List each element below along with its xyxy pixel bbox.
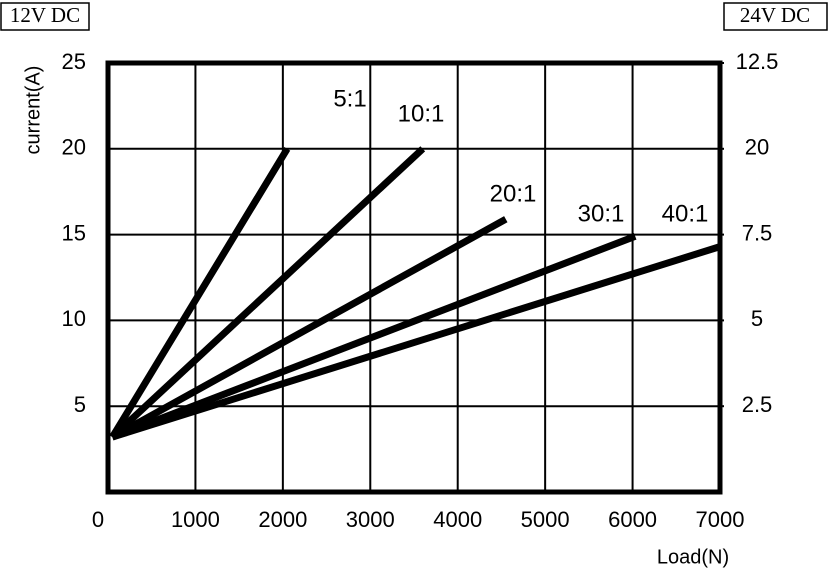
x-tick-label: 6000: [608, 507, 657, 532]
right-tag: 24V DC: [740, 3, 810, 27]
y2-tick-label: 20: [745, 135, 769, 160]
series-label: 10:1: [398, 100, 445, 127]
y2-tick-label: 2.5: [742, 392, 773, 417]
left-tag: 12V DC: [10, 3, 80, 27]
x-tick-label: 4000: [433, 507, 482, 532]
y2-tick-label: 7.5: [742, 220, 773, 245]
x-tick-label: 1000: [171, 507, 220, 532]
series-label: 40:1: [662, 200, 709, 227]
y-tick-label: 25: [62, 49, 86, 74]
tag-box: [0, 2, 90, 31]
x-tick-label: 0: [92, 507, 104, 532]
y-tick-label: 20: [62, 135, 86, 160]
y2-tick-label: 5: [751, 306, 763, 331]
y-tick-label: 10: [62, 306, 86, 331]
series-line: [111, 233, 637, 441]
x-tick-label: 7000: [696, 507, 745, 532]
x-tick-label: 5000: [521, 507, 570, 532]
series-label: 5:1: [333, 85, 366, 112]
y-tick-label: 5: [74, 392, 86, 417]
x-axis-label: Load(N): [657, 546, 729, 568]
y2-tick-label: 12.5: [736, 49, 779, 74]
series-line: [109, 146, 426, 440]
x-tick-label: 2000: [258, 507, 307, 532]
plot-frame: [105, 60, 723, 495]
y-axis-label: current(A): [22, 66, 44, 155]
series-label: 30:1: [578, 200, 625, 227]
series-line: [111, 243, 722, 441]
x-tick-label: 3000: [346, 507, 395, 532]
tag-box: [723, 2, 828, 31]
y-tick-label: 15: [62, 220, 86, 245]
series-line: [110, 216, 508, 441]
series-line: [109, 146, 291, 439]
series-label: 20:1: [490, 180, 537, 207]
